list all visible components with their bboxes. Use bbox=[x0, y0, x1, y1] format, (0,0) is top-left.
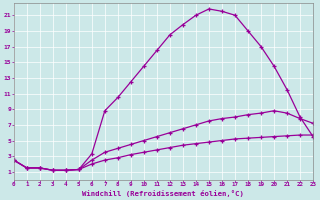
X-axis label: Windchill (Refroidissement éolien,°C): Windchill (Refroidissement éolien,°C) bbox=[83, 190, 244, 197]
